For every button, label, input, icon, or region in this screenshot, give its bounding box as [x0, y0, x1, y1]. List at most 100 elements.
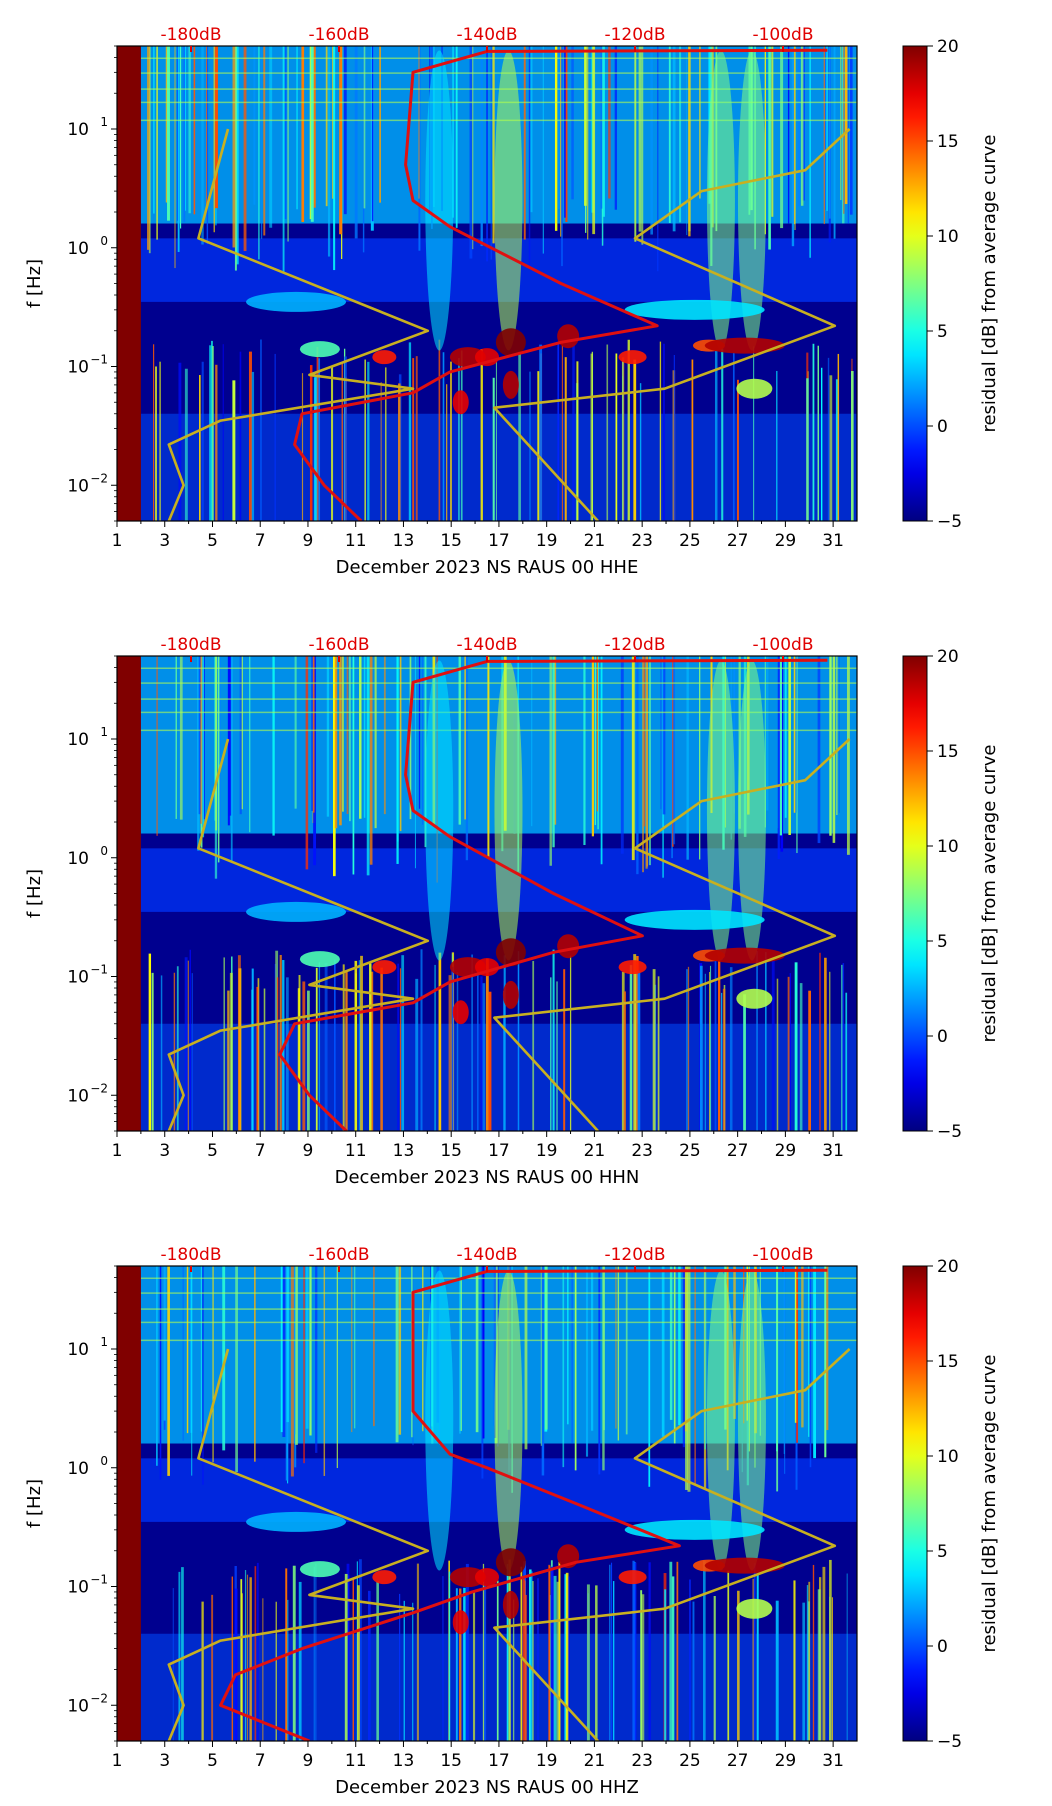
streak — [608, 46, 611, 199]
streak — [325, 46, 328, 207]
streak — [451, 966, 454, 1131]
streak — [459, 1588, 462, 1741]
streak — [631, 656, 635, 861]
streak — [687, 1266, 691, 1492]
streak — [163, 1266, 166, 1421]
streak — [246, 1574, 249, 1741]
streak — [722, 988, 726, 1131]
colorbar-label: residual [dB] from average curve — [979, 744, 1000, 1042]
streak — [639, 383, 642, 521]
streak — [539, 344, 543, 521]
streak — [258, 46, 260, 260]
streak — [369, 656, 373, 865]
glow — [425, 1270, 454, 1571]
streak — [636, 656, 639, 875]
streak — [585, 1266, 589, 1457]
streak — [399, 1593, 401, 1741]
streak — [415, 978, 419, 1131]
harmonic-line — [140, 682, 857, 684]
streak — [357, 1585, 360, 1741]
streak — [231, 1576, 234, 1741]
x-tick-label: 3 — [159, 1751, 170, 1771]
colorbar-tick-label: 15 — [937, 1352, 959, 1372]
streak — [776, 978, 779, 1131]
streak — [209, 345, 212, 521]
streak — [714, 957, 717, 1131]
streak — [520, 1566, 523, 1741]
x-tick-label: 19 — [536, 531, 558, 551]
streak — [167, 1266, 170, 1476]
streak — [359, 656, 362, 819]
colorbar-tick-label: 10 — [937, 837, 959, 857]
streak — [222, 1266, 226, 1451]
streak — [210, 340, 213, 521]
streak — [826, 1266, 829, 1431]
streak — [249, 1577, 252, 1741]
streak — [227, 990, 230, 1131]
streak — [614, 46, 618, 210]
microseism-blob — [736, 988, 773, 1009]
streak — [775, 1600, 779, 1741]
streak — [531, 1581, 534, 1741]
streak — [475, 1266, 479, 1433]
streak — [494, 1266, 497, 1438]
microseism-blob — [495, 938, 526, 967]
streak — [200, 656, 202, 824]
streak — [824, 957, 827, 1131]
streak — [686, 969, 688, 1131]
streak — [373, 1266, 375, 1427]
streak — [279, 954, 282, 1131]
colorbar-tick-label: 20 — [937, 647, 959, 667]
streak — [184, 368, 188, 521]
streak — [464, 656, 466, 820]
streak — [673, 1266, 676, 1444]
streak — [537, 371, 540, 521]
colorbar-tick-label: 5 — [937, 932, 948, 952]
streak — [182, 1266, 184, 1441]
streak — [622, 360, 624, 521]
streak — [492, 377, 495, 521]
streak — [305, 1266, 309, 1429]
streak — [408, 342, 412, 521]
x-axis-label: December 2023 NS RAUS 00 HHN — [335, 1167, 640, 1188]
streak — [416, 1563, 419, 1741]
streak — [567, 1266, 569, 1425]
streak — [297, 988, 301, 1131]
streak — [809, 1266, 812, 1468]
streak — [771, 46, 774, 217]
streak — [179, 46, 182, 229]
colorbar-tick-label: 0 — [937, 417, 948, 437]
streak — [159, 1266, 162, 1480]
streak — [764, 46, 766, 235]
streak — [380, 382, 382, 521]
streak — [472, 1591, 476, 1741]
x-axis-label: December 2023 NS RAUS 00 HHZ — [335, 1777, 639, 1798]
y-tick-base: 10 — [67, 1459, 89, 1479]
microseism-blob — [246, 291, 347, 312]
microseism-blob — [246, 1511, 347, 1532]
x-tick-label: 3 — [159, 531, 170, 551]
streak — [822, 1566, 826, 1741]
streak — [418, 46, 420, 199]
streak — [228, 656, 232, 816]
streak — [831, 1597, 833, 1741]
colorbar-tick-label: −5 — [937, 1122, 962, 1142]
y-tick-exponent: −1 — [90, 1573, 108, 1587]
streak — [272, 656, 275, 836]
streak — [837, 353, 840, 521]
glow — [706, 1270, 735, 1571]
streak — [591, 656, 594, 837]
streak — [660, 656, 662, 810]
streak — [691, 359, 694, 521]
streak — [167, 46, 170, 221]
lf-band — [140, 1023, 857, 1131]
streak — [229, 972, 233, 1131]
microseism-blob — [452, 1610, 469, 1635]
x-tick-label: 31 — [822, 1141, 844, 1161]
no-data-column — [117, 46, 141, 521]
streak — [732, 352, 735, 521]
streak — [339, 46, 343, 235]
streak — [294, 1266, 296, 1435]
streak — [359, 1559, 362, 1741]
streak — [249, 656, 251, 833]
